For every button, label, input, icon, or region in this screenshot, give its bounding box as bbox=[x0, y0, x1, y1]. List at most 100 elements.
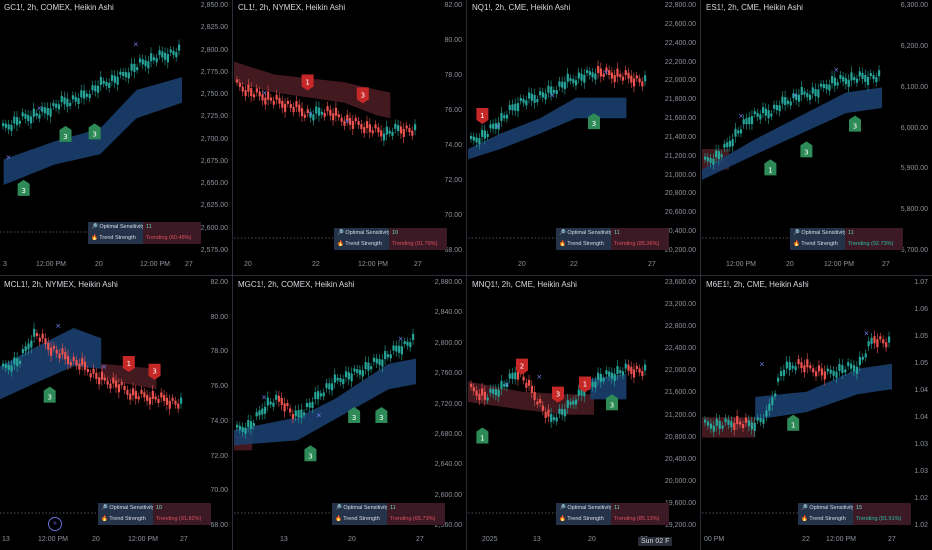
candle bbox=[730, 421, 733, 428]
candle bbox=[733, 422, 736, 430]
buy-signal-marker: 3 bbox=[17, 179, 30, 196]
candle bbox=[644, 364, 647, 371]
symbol-title[interactable]: ES1!, 2h, CME, Heikin Ashi bbox=[706, 3, 803, 12]
time-axis[interactable]: 3 12:00 PM 20 12:00 PM 27 bbox=[0, 259, 193, 273]
candle bbox=[588, 71, 591, 76]
price-plot[interactable]: × × 3 1 3 bbox=[0, 277, 184, 532]
time-axis[interactable]: 20 22 12:00 PM 27 bbox=[234, 259, 422, 273]
price-axis[interactable]: 2,880.00 2,840.00 2,800.00 2,760.00 2,720.00… bbox=[416, 277, 466, 532]
pane-divider[interactable] bbox=[0, 275, 932, 276]
replay-icon[interactable]: » bbox=[48, 517, 62, 531]
candle bbox=[238, 82, 242, 87]
price-axis[interactable]: 82.00 80.00 78.00 76.00 74.00 72.00 70.00 68.00 bbox=[418, 0, 466, 257]
candle bbox=[144, 60, 147, 67]
price-plot[interactable]: × × × 1 3 3 bbox=[702, 0, 882, 257]
candle bbox=[511, 372, 514, 379]
time-axis[interactable]: 20 22 27 bbox=[468, 259, 656, 273]
chart-pane-gc[interactable]: GC1!, 2h, COMEX, Heikin Ashi × × × 3 3 3 2,850.… bbox=[0, 0, 232, 275]
price-axis[interactable]: 2,850.00 2,825.00 2,800.00 2,775.00 2,750.00… bbox=[182, 0, 232, 257]
candle bbox=[284, 103, 287, 112]
candle bbox=[555, 417, 558, 422]
candle bbox=[169, 49, 172, 53]
candle bbox=[374, 124, 377, 129]
candle bbox=[550, 413, 553, 422]
buy-signal-marker: 3 bbox=[59, 125, 72, 142]
trend-strength-value: Trending (81.91%) bbox=[853, 514, 911, 525]
time-axis[interactable]: 13 20 27 bbox=[234, 534, 424, 548]
price-plot[interactable]: × × × 3 3 3 bbox=[234, 277, 416, 532]
candle bbox=[778, 105, 781, 112]
candle bbox=[721, 425, 724, 429]
price-tick: 21,000.00 bbox=[664, 171, 696, 179]
chart-pane-nq[interactable]: NQ1!, 2h, CME, Heikin Ashi × × × 1 3 22,800.00… bbox=[468, 0, 700, 275]
candle bbox=[858, 71, 861, 77]
chart-pane-mnq[interactable]: MNQ1!, 2h, CME, Heikin Ashi × × 1 2 3 1 3 23,600… bbox=[468, 277, 700, 550]
price-tick: 70.00 bbox=[444, 212, 462, 219]
price-tick: 76.00 bbox=[210, 383, 228, 391]
time-axis[interactable]: 12:00 PM 20 12:00 PM 27 bbox=[702, 259, 890, 273]
price-tick: 6,200.00 bbox=[900, 42, 928, 50]
price-axis[interactable]: 82.00 80.00 78.00 76.00 74.00 72.00 70.00 68.00 bbox=[184, 277, 232, 532]
time-axis[interactable]: 00 PM 22 12:00 PM 27 bbox=[702, 534, 896, 548]
symbol-title[interactable]: MGC1!, 2h, COMEX, Heikin Ashi bbox=[238, 280, 355, 289]
chart-pane-mes[interactable]: M6E1!, 2h, CME, Heikin Ashi × × 1 1.07 1.06 1.… bbox=[702, 277, 932, 550]
price-axis[interactable]: 22,800.00 22,600.00 22,400.00 22,200.00 22,0… bbox=[648, 0, 700, 257]
candle bbox=[739, 421, 742, 425]
cross-marker: × bbox=[133, 40, 139, 48]
symbol-title[interactable]: CL1!, 2h, NYMEX, Heikin Ashi bbox=[238, 3, 346, 12]
price-axis[interactable]: 1.07 1.06 1.05 1.05 1.04 1.04 1.03 1.03 1.02 1.02 bbox=[892, 277, 932, 532]
candle bbox=[263, 406, 267, 414]
time-axis[interactable]: 13 12:00 PM 20 12:00 PM 27 bbox=[0, 534, 188, 548]
candle bbox=[344, 371, 348, 378]
symbol-title[interactable]: MCL1!, 2h, NYMEX, Heikin Ashi bbox=[4, 280, 118, 289]
price-tick: 20,800.00 bbox=[664, 433, 696, 441]
price-tick: 21,200.00 bbox=[664, 411, 696, 419]
price-plot[interactable]: × × 1 2 3 1 3 bbox=[468, 277, 648, 532]
price-plot[interactable]: × × × 1 3 bbox=[234, 0, 418, 257]
price-axis[interactable]: 23,600.00 23,200.00 22,800.00 22,400.00 22,0… bbox=[648, 277, 700, 532]
candle bbox=[347, 372, 350, 380]
chart-pane-es[interactable]: ES1!, 2h, CME, Heikin Ashi × × × 1 3 3 6,300.00… bbox=[702, 0, 932, 275]
chart-pane-mgc[interactable]: MGC1!, 2h, COMEX, Heikin Ashi × × × 3 3 3 2,880… bbox=[234, 277, 466, 550]
indicator-info-table: 🔎 Optimal Sensitivity 11 🔥 Trend Strength T… bbox=[790, 228, 903, 250]
candle bbox=[572, 79, 575, 84]
candle bbox=[831, 76, 834, 84]
price-axis[interactable]: 6,300.00 6,200.00 6,100.00 6,000.00 5,900.00… bbox=[882, 0, 932, 257]
candle bbox=[385, 126, 388, 135]
price-plot[interactable]: × × 1 bbox=[702, 277, 892, 532]
candle bbox=[800, 362, 803, 369]
candle bbox=[561, 409, 564, 416]
candle bbox=[888, 336, 891, 343]
symbol-title[interactable]: NQ1!, 2h, CME, Heikin Ashi bbox=[472, 3, 571, 12]
price-tick: 1.02 bbox=[914, 522, 928, 529]
candle bbox=[552, 417, 556, 421]
price-tick: 1.03 bbox=[914, 468, 928, 475]
symbol-title[interactable]: M6E1!, 2h, CME, Heikin Ashi bbox=[706, 280, 809, 289]
candle bbox=[52, 103, 55, 107]
candle bbox=[583, 74, 586, 83]
time-axis[interactable]: 2025132027 bbox=[468, 534, 648, 548]
candle bbox=[741, 424, 745, 429]
candle bbox=[286, 100, 290, 104]
candle bbox=[536, 401, 539, 405]
candle bbox=[250, 88, 253, 97]
symbol-title[interactable]: MNQ1!, 2h, CME, Heikin Ashi bbox=[472, 280, 577, 289]
price-plot[interactable]: × × × 3 3 3 bbox=[0, 0, 182, 257]
time-tick: 27 bbox=[888, 536, 896, 543]
candle bbox=[100, 371, 104, 380]
candle bbox=[134, 390, 137, 399]
symbol-title[interactable]: GC1!, 2h, COMEX, Heikin Ashi bbox=[4, 3, 114, 12]
candle bbox=[49, 108, 52, 117]
candle bbox=[368, 124, 371, 133]
chart-pane-mcl[interactable]: MCL1!, 2h, NYMEX, Heikin Ashi × × 3 1 3 82.00 8… bbox=[0, 277, 232, 550]
cross-marker: × bbox=[261, 393, 267, 401]
candle bbox=[115, 380, 118, 388]
price-plot[interactable]: × × × 1 3 bbox=[468, 0, 648, 257]
candle bbox=[489, 124, 492, 129]
price-tick: 72.00 bbox=[210, 452, 228, 460]
candle bbox=[610, 372, 614, 379]
price-tick: 5,900.00 bbox=[900, 165, 928, 173]
candle bbox=[635, 75, 638, 79]
chart-pane-cl[interactable]: CL1!, 2h, NYMEX, Heikin Ashi × × × 1 3 82.00 80… bbox=[234, 0, 466, 275]
candle bbox=[820, 368, 824, 376]
